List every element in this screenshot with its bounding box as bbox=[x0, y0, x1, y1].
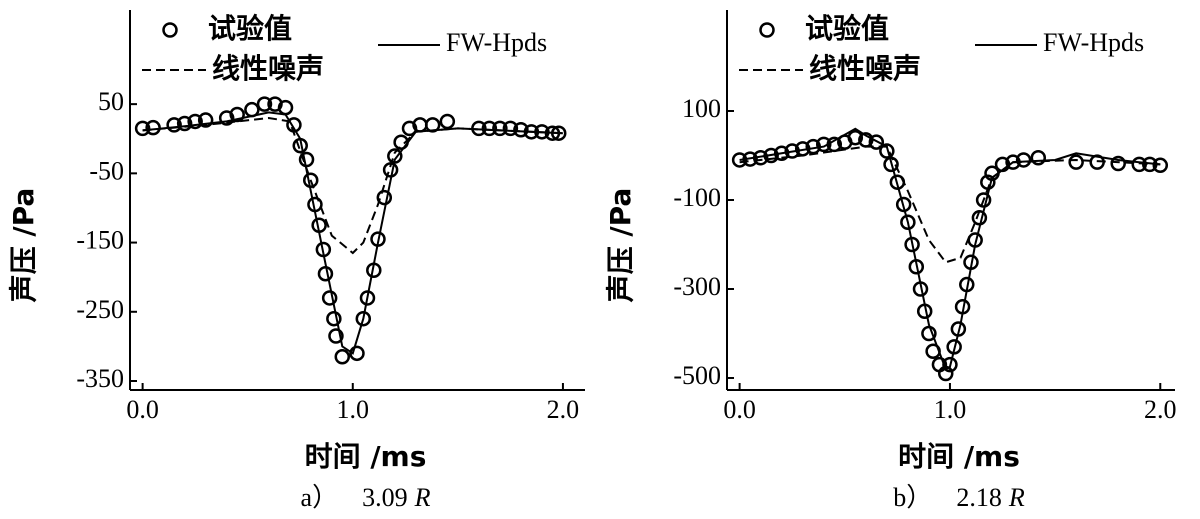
data-point bbox=[816, 136, 832, 153]
x-tick-label: 0.0 bbox=[126, 395, 159, 424]
data-point bbox=[502, 120, 519, 137]
y-axis-label: 声压 /Pa bbox=[7, 188, 40, 303]
data-line bbox=[142, 111, 563, 355]
data-point bbox=[481, 120, 498, 137]
y-tick-label: -150 bbox=[76, 226, 124, 255]
y-tick-label: -500 bbox=[673, 361, 721, 390]
data-point bbox=[187, 113, 203, 130]
data-point bbox=[176, 115, 193, 132]
data-point bbox=[847, 129, 864, 146]
data-point bbox=[349, 345, 365, 362]
data-point bbox=[1152, 157, 1169, 174]
legend-label: 试验值 bbox=[208, 12, 292, 45]
title-unit: R bbox=[414, 483, 431, 512]
data-point bbox=[166, 117, 182, 133]
caption-label: a） bbox=[301, 483, 339, 512]
title-unit: R bbox=[1008, 483, 1025, 512]
data-point bbox=[895, 196, 912, 213]
data-point bbox=[197, 112, 214, 128]
data-line bbox=[739, 127, 1161, 371]
data-point bbox=[326, 310, 342, 327]
legend-label: FW-Hpds bbox=[1043, 28, 1144, 57]
data-point bbox=[1068, 154, 1084, 170]
data-point bbox=[439, 113, 456, 130]
data-point bbox=[321, 290, 338, 306]
legend-label: 线性噪声 bbox=[809, 52, 921, 85]
data-point bbox=[1030, 149, 1047, 166]
legend-label: 试验值 bbox=[805, 12, 889, 45]
caption: b） 2.18 R bbox=[893, 483, 1025, 512]
y-tick-label: -350 bbox=[76, 364, 124, 393]
x-tick-label: 1.0 bbox=[337, 395, 370, 424]
data-point bbox=[513, 121, 529, 138]
data-point bbox=[868, 134, 885, 150]
caption-label: b） bbox=[893, 483, 932, 512]
caption: a） 3.09 R bbox=[301, 483, 431, 512]
data-point bbox=[1015, 152, 1032, 168]
data-line bbox=[142, 116, 563, 255]
data-point bbox=[975, 192, 992, 208]
legend-marker bbox=[162, 22, 178, 38]
x-tick-label: 2.0 bbox=[547, 395, 580, 424]
y-tick-label: -300 bbox=[673, 272, 721, 301]
data-point bbox=[334, 349, 351, 365]
x-axis-label: 时间 /ms bbox=[305, 440, 427, 473]
data-point bbox=[359, 290, 376, 306]
data-point bbox=[492, 120, 508, 137]
legend-marker bbox=[759, 22, 775, 38]
x-axis-label: 时间 /ms bbox=[898, 440, 1020, 473]
title: 3.09 bbox=[362, 483, 408, 512]
data-point bbox=[355, 310, 372, 327]
x-tick-label: 2.0 bbox=[1144, 395, 1177, 424]
y-tick-label: -50 bbox=[89, 156, 124, 185]
data-point bbox=[134, 120, 151, 137]
x-tick-label: 1.0 bbox=[934, 395, 967, 424]
y-axis-label: 声压 /Pa bbox=[604, 188, 637, 303]
y-tick-label: -250 bbox=[76, 295, 124, 324]
data-point bbox=[879, 143, 895, 159]
data-point bbox=[328, 328, 344, 344]
x-tick-label: 0.0 bbox=[723, 395, 756, 424]
data-point bbox=[145, 119, 161, 136]
data-point bbox=[317, 265, 334, 282]
title: 2.18 bbox=[956, 483, 1002, 512]
legend-label: 线性噪声 bbox=[212, 52, 324, 85]
data-point bbox=[229, 106, 245, 123]
legend-label: FW-Hpds bbox=[446, 28, 547, 57]
data-point bbox=[900, 214, 916, 230]
data-point bbox=[256, 96, 273, 112]
data-point bbox=[376, 189, 393, 206]
y-tick-label: 100 bbox=[682, 94, 721, 123]
data-line bbox=[739, 145, 1161, 264]
y-tick-label: -100 bbox=[673, 183, 721, 212]
y-tick-label: 50 bbox=[98, 87, 124, 116]
